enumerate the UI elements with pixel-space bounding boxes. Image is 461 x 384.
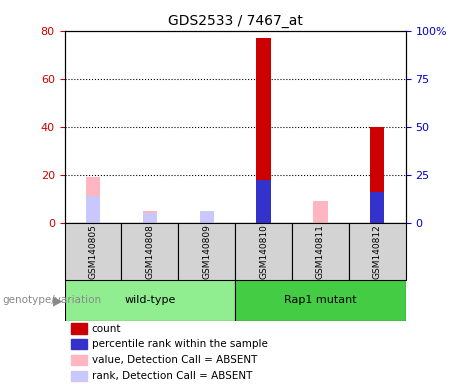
- Text: value, Detection Call = ABSENT: value, Detection Call = ABSENT: [92, 355, 257, 365]
- Bar: [71, 323, 87, 334]
- Bar: [121, 223, 178, 280]
- Text: percentile rank within the sample: percentile rank within the sample: [92, 339, 268, 349]
- Bar: [143, 211, 157, 223]
- Text: GSM140812: GSM140812: [373, 224, 382, 279]
- Bar: [370, 127, 384, 223]
- Text: GSM140808: GSM140808: [145, 224, 154, 279]
- Bar: [143, 213, 157, 223]
- Bar: [200, 211, 214, 223]
- Bar: [313, 201, 327, 223]
- Text: ▶: ▶: [53, 294, 62, 307]
- Text: GSM140811: GSM140811: [316, 224, 325, 279]
- Bar: [143, 211, 157, 223]
- Text: GSM140809: GSM140809: [202, 224, 211, 279]
- Bar: [200, 211, 214, 223]
- Text: Rap1 mutant: Rap1 mutant: [284, 295, 357, 306]
- Text: GSM140810: GSM140810: [259, 224, 268, 279]
- Bar: [235, 223, 292, 280]
- Text: GSM140805: GSM140805: [89, 224, 97, 279]
- Bar: [86, 177, 100, 223]
- Bar: [71, 355, 87, 365]
- Text: genotype/variation: genotype/variation: [2, 295, 101, 306]
- Bar: [86, 177, 100, 223]
- Bar: [256, 38, 271, 223]
- Bar: [235, 280, 406, 321]
- Bar: [178, 223, 235, 280]
- Bar: [349, 223, 406, 280]
- Bar: [65, 223, 121, 280]
- Bar: [313, 201, 327, 223]
- Bar: [65, 280, 235, 321]
- Bar: [256, 180, 271, 223]
- Bar: [86, 196, 100, 223]
- Text: wild-type: wild-type: [124, 295, 176, 306]
- Bar: [370, 192, 384, 223]
- Bar: [71, 339, 87, 349]
- Bar: [200, 211, 214, 223]
- Text: rank, Detection Call = ABSENT: rank, Detection Call = ABSENT: [92, 371, 252, 381]
- Bar: [292, 223, 349, 280]
- Text: count: count: [92, 324, 121, 334]
- Bar: [71, 371, 87, 381]
- Title: GDS2533 / 7467_at: GDS2533 / 7467_at: [168, 14, 302, 28]
